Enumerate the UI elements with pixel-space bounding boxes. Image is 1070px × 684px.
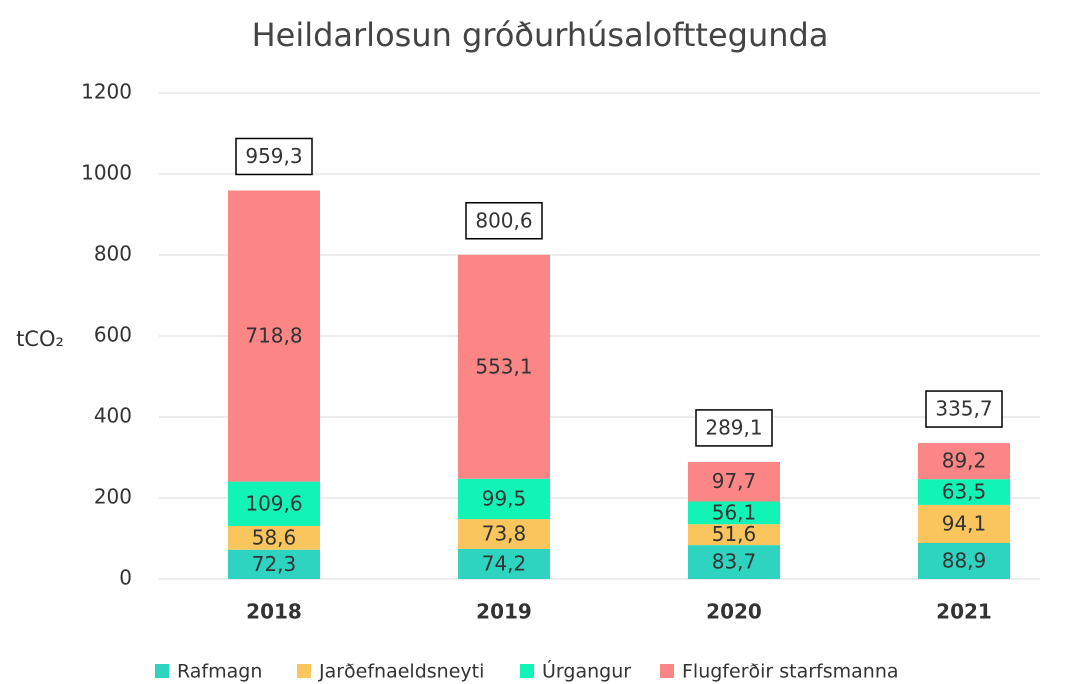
legend-swatch: [520, 664, 534, 678]
bar-segment: [688, 524, 780, 546]
bar-segment: [458, 548, 550, 579]
data-label: 97,7: [712, 469, 757, 493]
data-label: 718,8: [245, 324, 302, 348]
bar-segment: [688, 461, 780, 502]
y-tick-label: 1200: [81, 80, 132, 104]
total-label: 959,3: [245, 144, 302, 168]
x-tick-label: 2021: [936, 600, 992, 624]
y-tick-label: 800: [94, 242, 132, 266]
total-label: 289,1: [705, 415, 762, 439]
data-label: 99,5: [482, 486, 527, 510]
data-label: 94,1: [942, 511, 987, 535]
legend-swatch: [155, 664, 169, 678]
y-axis-label: tCO₂: [16, 327, 64, 351]
bar-segment: [918, 542, 1010, 579]
chart-title: Heildarlosun gróðurhúsalofttegunda: [252, 16, 829, 54]
y-tick-label: 600: [94, 323, 132, 347]
bar-segment: [228, 549, 320, 579]
y-tick-label: 1000: [81, 161, 132, 185]
bar-segment: [228, 525, 320, 550]
legend-label: Jarðefnaeldsneyti: [318, 661, 484, 683]
bar-segment: [458, 254, 550, 479]
bar-segment: [918, 443, 1010, 480]
x-tick-label: 2018: [246, 600, 302, 624]
data-label: 56,1: [712, 500, 757, 524]
total-box: [695, 409, 773, 447]
bar-segment: [918, 504, 1010, 543]
bar-segment: [688, 545, 780, 579]
data-label: 72,3: [252, 552, 297, 576]
total-box: [465, 202, 543, 240]
total-box: [925, 390, 1003, 428]
total-label: 800,6: [475, 208, 532, 232]
total-box: [235, 137, 313, 176]
data-label: 51,6: [712, 522, 757, 546]
bar-segment: [458, 478, 550, 520]
x-tick-label: 2020: [706, 600, 762, 624]
y-tick-label: 200: [94, 485, 132, 509]
data-label: 553,1: [475, 354, 532, 378]
data-label: 88,9: [942, 548, 987, 572]
data-label: 74,2: [482, 551, 527, 575]
x-tick-label: 2019: [476, 600, 532, 624]
total-label: 335,7: [935, 397, 992, 421]
y-tick-label: 0: [119, 566, 132, 590]
bar-segment: [228, 481, 320, 526]
bar-segment: [918, 479, 1010, 505]
data-label: 63,5: [942, 480, 987, 504]
legend-label: Úrgangur: [542, 659, 631, 683]
legend-swatch: [660, 664, 674, 678]
legend-swatch: [297, 664, 311, 678]
data-label: 83,7: [712, 550, 757, 574]
data-label: 73,8: [482, 522, 527, 546]
bar-segment: [688, 501, 780, 525]
data-label: 89,2: [942, 449, 987, 473]
legend-label: Flugferðir starfsmanna: [682, 661, 899, 683]
legend-label: Rafmagn: [177, 661, 262, 683]
y-tick-label: 400: [94, 404, 132, 428]
data-label: 58,6: [252, 525, 297, 549]
bar-segment: [228, 190, 320, 482]
data-label: 109,6: [245, 491, 302, 515]
bar-segment: [458, 519, 550, 549]
